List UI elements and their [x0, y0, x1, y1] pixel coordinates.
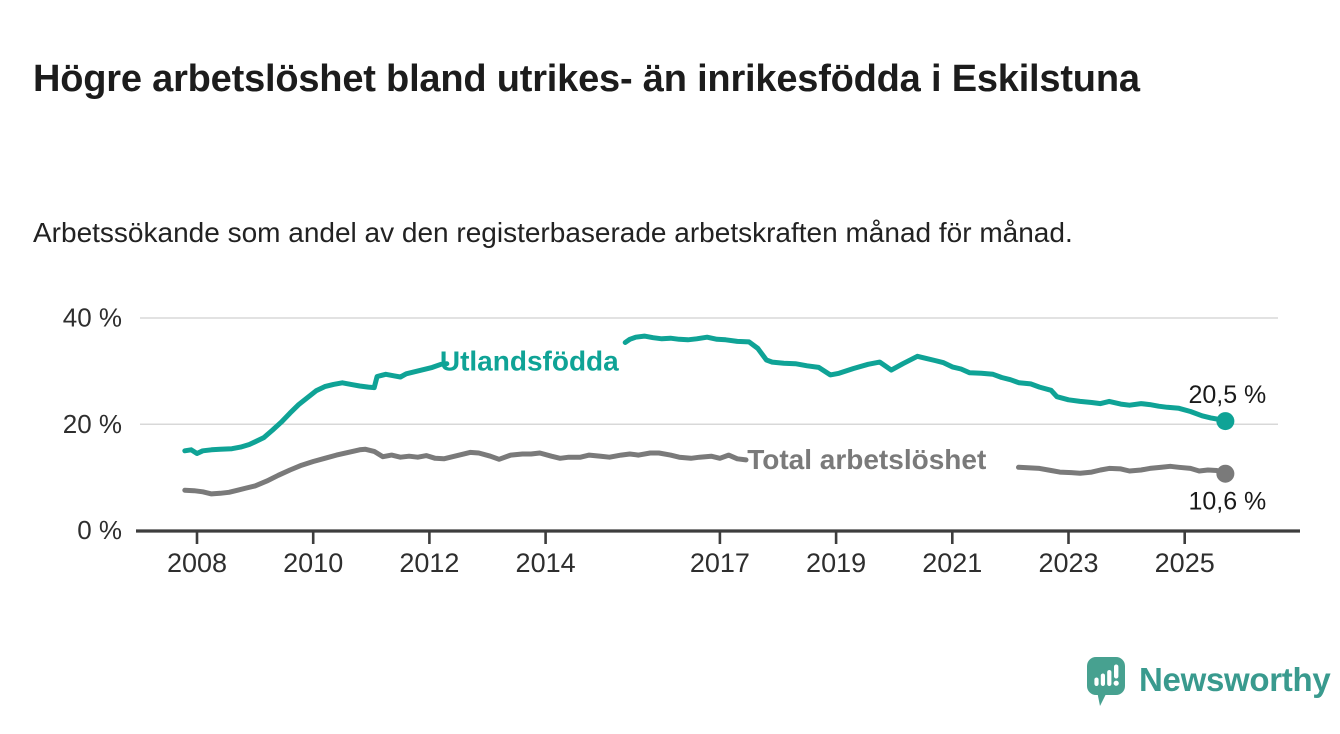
- series-label-total-arbetsl-shet: Total arbetslöshet: [747, 444, 986, 475]
- newsworthy-logo: Newsworthy: [1086, 656, 1331, 708]
- series-end-dot-total-arbetsl-shet: [1216, 464, 1235, 483]
- series-end-value-total-arbetsl-shet: 10,6 %: [1188, 488, 1266, 516]
- x-axis-label-2012: 2012: [399, 548, 459, 578]
- bar-large: [1107, 670, 1112, 686]
- series-end-dot-utlandsf-dda: [1216, 412, 1235, 431]
- series-end-value-utlandsf-dda: 20,5 %: [1188, 381, 1266, 409]
- series-label-utlandsf-dda: Utlandsfödda: [440, 346, 619, 377]
- bar-small: [1094, 677, 1099, 686]
- unemployment-line-chart: 0 % 20 % 40 % 2008 2010 2012 2014 2017 2019 2021 2…: [63, 303, 1300, 578]
- x-axis-label-2021: 2021: [922, 548, 982, 578]
- newsworthy-speech-bubble-barchart-icon: [1087, 657, 1125, 706]
- x-axis-label-2010: 2010: [283, 548, 343, 578]
- y-axis-label-40: 40 %: [63, 303, 122, 333]
- series-line-utlandsf-dda-seg2: [622, 333, 1228, 424]
- x-axis-label-2019: 2019: [806, 548, 866, 578]
- page-title: Högre arbetslöshet bland utrikes- än inr…: [33, 58, 1140, 101]
- series-line-total-arbetsl-shet-seg1: [182, 446, 749, 497]
- x-axis-label-2008: 2008: [167, 548, 227, 578]
- exclamation-bar: [1114, 664, 1119, 679]
- x-axis-label-2014: 2014: [516, 548, 576, 578]
- exclamation-dot: [1113, 680, 1119, 686]
- y-axis-label-0: 0 %: [77, 515, 122, 545]
- bar-medium: [1100, 673, 1105, 686]
- x-axis-label-2025: 2025: [1155, 548, 1215, 578]
- x-axis-label-2023: 2023: [1038, 548, 1098, 578]
- brand-name: Newsworthy: [1139, 660, 1331, 698]
- x-axis-label-2017: 2017: [690, 548, 750, 578]
- speech-bubble-shape: [1087, 657, 1125, 706]
- series-line-total-arbetsl-shet-seg2: [1016, 463, 1228, 477]
- chart-subtitle: Arbetssökande som andel av den registerb…: [33, 217, 1073, 248]
- y-axis-label-20: 20 %: [63, 409, 122, 439]
- series-line-utlandsf-dda-seg1: [182, 361, 450, 456]
